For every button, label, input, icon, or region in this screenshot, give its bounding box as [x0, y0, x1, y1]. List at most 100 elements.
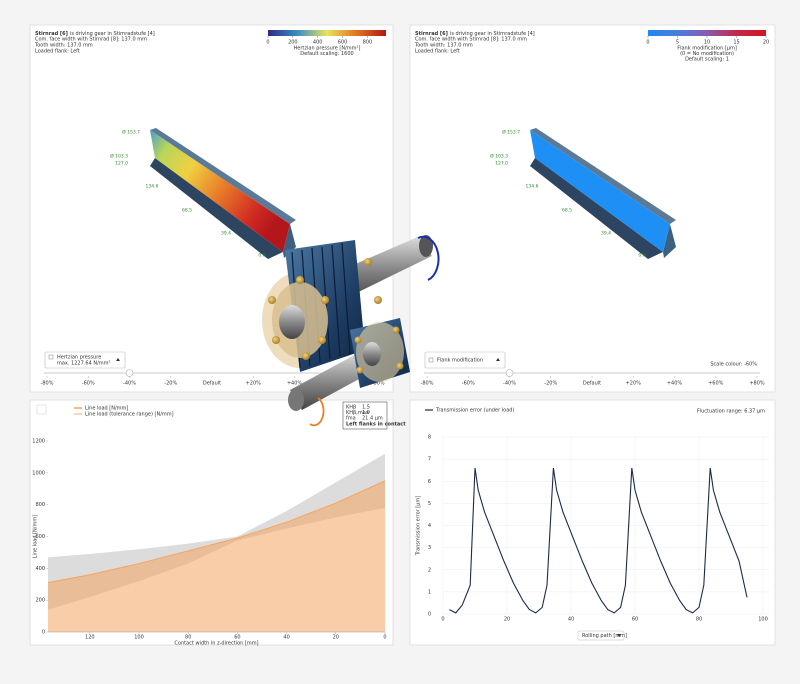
flank-face	[150, 130, 290, 252]
gearbox-3d	[262, 235, 440, 427]
colorbar-label: Flank modification [µm]	[677, 46, 737, 52]
factor-box	[342, 401, 388, 430]
dropdown-arrow	[116, 358, 120, 361]
flank-top	[150, 128, 296, 224]
dimension-label: 134.6	[526, 184, 539, 190]
slider-label: +20%	[246, 381, 262, 387]
dimension-label: 68.5	[182, 208, 192, 214]
factor-value: 1.5	[362, 405, 370, 411]
legend-label: Line load [N/mm]	[85, 406, 128, 412]
y-tick-label: 2	[428, 567, 431, 573]
checkbox	[48, 354, 54, 360]
slider-label: -40%	[123, 381, 136, 387]
dropdown-text: max. 1227.64 N/mm²	[57, 361, 111, 367]
scale-colour: Scale colour: -60%	[710, 362, 757, 368]
y-tick-label: 8	[428, 435, 431, 441]
slider-label: +80%	[369, 381, 385, 387]
dimension-label: 127.0	[115, 161, 128, 167]
slider-label: -80%	[421, 381, 434, 387]
fluctuation: Fluctuation range: 6.37 µm	[697, 409, 765, 415]
x-tick-label: 120	[85, 635, 95, 641]
y-tick-label: 1200	[32, 439, 45, 445]
dimension-label: Ø 103.3	[490, 153, 508, 160]
x-tick-label: 40	[568, 617, 574, 623]
slider-label: +20%	[626, 381, 642, 387]
x-tick-label: 60	[234, 635, 240, 641]
header-line: Tooth width: 137.0 mm	[414, 43, 473, 49]
gear-name: Stirnrad [6]	[35, 31, 68, 37]
slider-label: Default	[583, 381, 601, 387]
gear-name: Stirnrad [6]	[415, 31, 448, 37]
factor-name: KHβ	[346, 405, 356, 411]
colorbar-tick-label: 20	[763, 40, 769, 46]
checkbox	[428, 357, 434, 363]
y-tick-label: 800	[35, 502, 45, 508]
dropdown[interactable]	[44, 351, 126, 369]
slider-thumb[interactable]	[505, 369, 514, 377]
y-tick-label: 6	[428, 479, 431, 485]
dimension-label: 39.4	[601, 231, 611, 237]
y-tick-label: 7	[428, 457, 431, 463]
y-axis-label: Line load [N/mm]	[33, 515, 39, 558]
header-line: Tooth width: 137.0 mm	[34, 43, 93, 49]
colorbar-tick-label: 400	[313, 40, 323, 46]
header-line: Loaded flank: Left	[35, 49, 80, 55]
dimension-label: 134.6	[146, 184, 159, 190]
colorbar-label: Default scaling: 1	[685, 57, 729, 63]
colorbar-label: Default scaling: 1600	[300, 51, 353, 57]
colorbar-tick-label: 0	[646, 40, 649, 46]
x-tick-label: 80	[696, 617, 702, 623]
x-tick-label: 80	[185, 635, 191, 641]
flank-top	[530, 128, 676, 224]
y-tick-label: 5	[428, 501, 431, 507]
slider-label: +40%	[667, 381, 683, 387]
x-tick-label: 40	[283, 635, 289, 641]
gear-role: is driving gear in Stirnradstufe [4]	[70, 31, 155, 37]
slider-label: -80%	[41, 381, 54, 387]
transmission-line	[449, 467, 748, 614]
dropdown[interactable]	[424, 351, 506, 369]
flank-bottom	[150, 158, 283, 259]
contact-note: Left flanks in contact	[346, 422, 406, 428]
tooth-flank	[150, 128, 296, 259]
y-tick-label: 0	[428, 612, 431, 618]
factor-value: 21.4 µm	[362, 416, 383, 422]
x-tick-label: 20	[504, 617, 510, 623]
x-tick-label: 20	[333, 635, 339, 641]
factor-name: fma	[346, 416, 356, 422]
colorbar-tick-label: 0	[266, 40, 269, 46]
dimension-label: Ø 153.7	[502, 129, 520, 136]
colorbar-tick-label: 10	[704, 40, 710, 46]
tooth-flank	[530, 128, 676, 259]
slider-label: +80%	[749, 381, 765, 387]
line-load-line	[47, 480, 386, 584]
icon-button[interactable]	[36, 404, 47, 415]
flank-end	[663, 224, 676, 258]
slider-thumb[interactable]	[125, 369, 134, 377]
header-line: Com. face width with Stirnrad [8]: 137.0…	[415, 37, 527, 43]
colorbar-label: Hertzian pressure [N/mm²]	[294, 46, 361, 52]
dimension-label: 0.0	[638, 253, 645, 259]
gear-role: is driving gear in Stirnradstufe [4]	[450, 31, 535, 37]
y-tick-label: 0	[42, 630, 45, 636]
x-axis-button[interactable]	[577, 630, 625, 641]
dropdown-text: Hertzian pressure	[57, 355, 101, 361]
dimension-label: 0.0	[258, 253, 265, 259]
y-tick-label: 600	[35, 534, 45, 540]
header-line: Loaded flank: Left	[415, 49, 460, 55]
dropdown-arrow	[617, 634, 621, 637]
flank-bottom	[530, 158, 663, 259]
x-tick-label: 100	[134, 635, 144, 641]
colorbar-tick-label: 600	[338, 40, 348, 46]
slider-label: -40%	[503, 381, 516, 387]
dropdown-text: Flank modification	[437, 358, 483, 364]
colorbar-tick-label: 800	[363, 40, 373, 46]
colorbar	[648, 30, 766, 36]
factor-name: KHβ,max	[346, 410, 369, 416]
dimension-label: 68.5	[562, 208, 572, 214]
slider-label: -20%	[544, 381, 557, 387]
y-tick-label: 400	[35, 566, 45, 572]
flank-face	[530, 130, 670, 252]
y-tick-label: 4	[428, 523, 431, 529]
